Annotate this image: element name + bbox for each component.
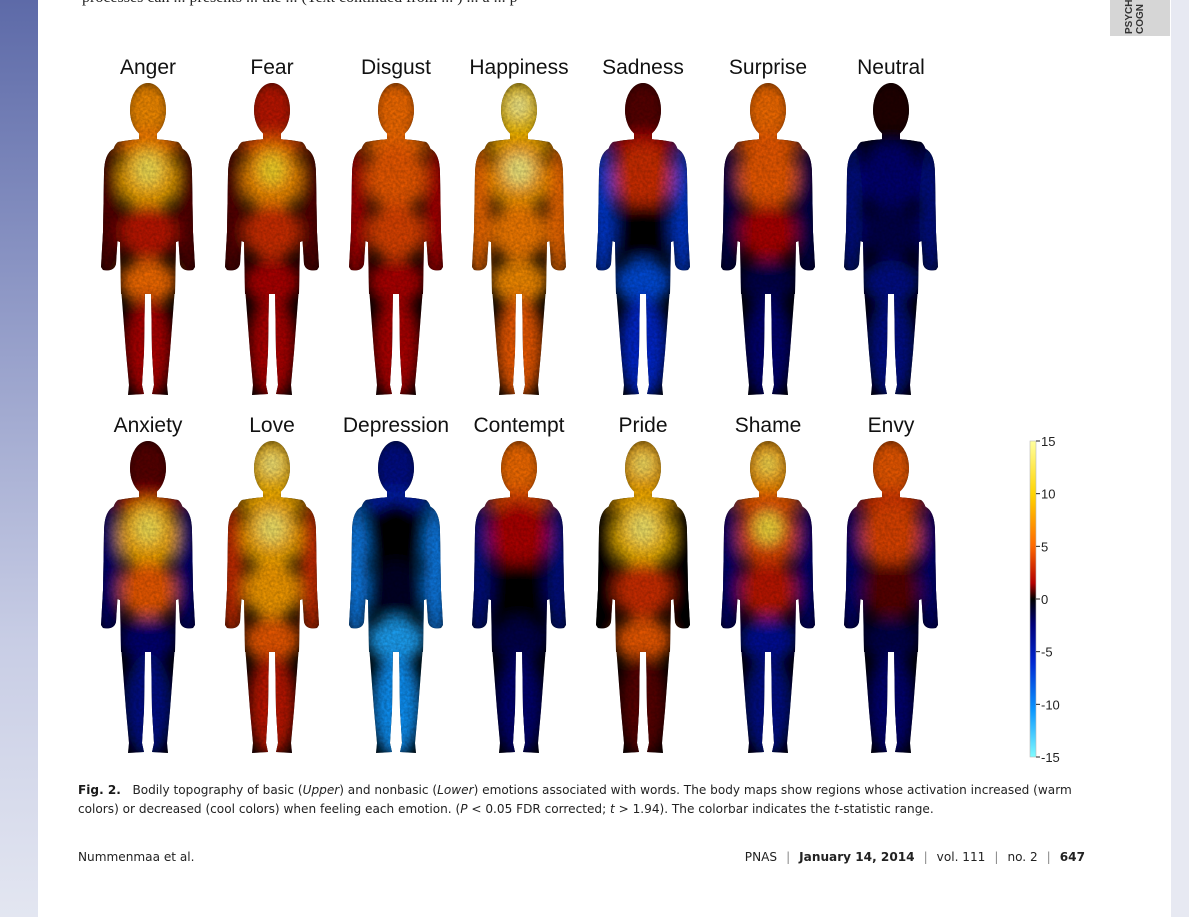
body-map-fear [225,83,319,395]
body-map-depression [349,441,443,753]
body-map-contempt [472,441,566,753]
emotion-body-maps-figure: Anger Fear Disgust Happiness Sadness Surprise… [101,56,1060,765]
colorbar: 15 10 5 0 -5 -10 -15 [1029,434,1060,765]
emotion-labels: Anger Fear Disgust Happiness Sadness Surprise… [114,56,925,437]
body-map-love [225,441,319,753]
emotion-label-love: Love [249,414,295,437]
footer-authors: Nummenmaa et al. [78,850,195,864]
emotion-label-fear: Fear [250,56,293,79]
body-map-envy [844,441,938,753]
caption-text-1: Bodily topography of basic ( [132,783,303,797]
colorbar-tick-label: 0 [1041,592,1048,607]
footer-journal: PNAS [744,850,778,864]
caption-text-2: ) and nonbasic ( [339,783,438,797]
colorbar-tick-label: -10 [1041,697,1060,712]
figure-number: Fig. 2. [78,783,121,797]
caption-p-symbol: P [460,802,468,816]
caption-upper: Upper [302,783,340,797]
emotion-label-surprise: Surprise [729,56,807,79]
emotion-label-contempt: Contempt [473,414,564,437]
journal-margin-strip [0,0,38,917]
emotion-label-anger: Anger [120,56,176,79]
emotion-label-disgust: Disgust [361,56,431,79]
caption-t-symbol-2: t [834,802,839,816]
emotion-label-depression: Depression [343,414,449,437]
body-map-shame [721,441,815,753]
emotion-label-anxiety: Anxiety [114,414,183,437]
footer-volume: vol. 111 [936,850,986,864]
caption-text-4: < 0.05 FDR corrected; [467,802,611,816]
body-map-surprise [721,83,815,395]
caption-text-6: -statistic range. [838,802,934,816]
caption-text-3: ) emotions associated with words. The bo… [78,783,1072,816]
body-map-happiness [472,83,566,395]
right-margin-strip [1171,0,1189,917]
emotion-label-sadness: Sadness [602,56,684,79]
footer-issue: no. 2 [1007,850,1038,864]
caption-text-5: > 1.94). The colorbar indicates the [614,802,835,816]
figure-caption: Fig. 2. Bodily topography of basic (Uppe… [78,781,1088,819]
caption-t-symbol: t [610,802,615,816]
colorbar-gradient [1029,440,1037,758]
colorbar-tick-label: -15 [1041,750,1060,765]
body-map-anger [101,83,195,395]
colorbar-tick-label: 5 [1041,539,1048,554]
footer-citation: PNAS | January 14, 2014 | vol. 111 | no. 2 | 647 [744,850,1085,864]
colorbar-tick-label: 10 [1041,487,1055,502]
body-map-neutral [844,83,938,395]
body-map-disgust [349,83,443,395]
colorbar-tick-label: 15 [1041,434,1055,449]
emotion-label-pride: Pride [618,414,667,437]
emotion-label-happiness: Happiness [469,56,568,79]
footer-date: January 14, 2014 [799,850,915,864]
running-text-line: processes can ... presents ... the ... (… [82,0,1082,9]
footer-page: 647 [1059,850,1085,864]
body-map-pride [596,441,690,753]
body-map-sadness [596,83,690,395]
emotion-label-envy: Envy [868,414,915,437]
emotion-label-neutral: Neutral [857,56,925,79]
section-tab: PSYCH COGN [1110,0,1170,36]
colorbar-tick-label: -5 [1041,645,1053,660]
emotion-label-shame: Shame [735,414,802,437]
body-map-anxiety [101,441,195,753]
caption-lower: Lower [437,783,474,797]
